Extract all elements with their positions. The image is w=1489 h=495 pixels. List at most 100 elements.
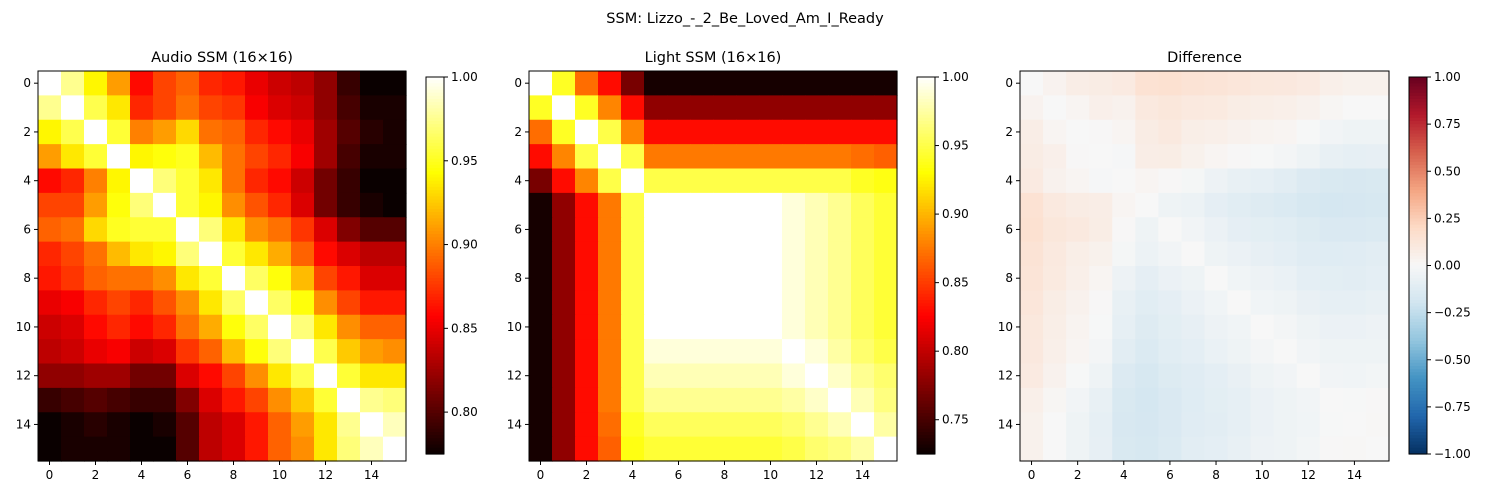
heatmap-cell [759,436,783,462]
heatmap-cell [291,192,315,218]
heatmap-cell [736,192,760,218]
x-tick-label: 8 [721,468,729,482]
heatmap-cell [552,339,576,365]
heatmap-cell [61,119,85,145]
colorbar-band [1409,102,1427,106]
heatmap-cell [1319,71,1344,96]
heatmap-cell [268,387,292,413]
colorbar-tick-label: 0.25 [1434,211,1461,225]
heatmap-cell [360,412,384,438]
heatmap-cell [1181,241,1206,267]
heatmap-cell [851,339,875,365]
heatmap-cell [130,168,154,194]
heatmap-cell [268,168,292,194]
heatmap-cell [38,363,62,389]
heatmap-cell [736,144,760,170]
heatmap-cell [1135,387,1159,413]
y-tick-label: 2 [1005,125,1013,139]
colorbar-band [1409,252,1427,257]
x-tick-label: 14 [364,468,379,482]
heatmap-cell [291,71,315,96]
heatmap-cell [1112,192,1136,218]
heatmap-cell [1296,412,1321,438]
heatmap-cell [337,412,361,438]
heatmap-cell [713,363,737,389]
heatmap-cell [176,266,200,291]
colorbar-band [1409,450,1427,455]
heatmap-cell [314,119,338,145]
colorbar-band [1409,359,1427,364]
colorbar-tick-label: 0.80 [942,344,969,358]
colorbar-band [917,353,935,358]
x-tick-label: 8 [1212,468,1220,482]
heatmap-cell [1319,339,1344,365]
colorbar-band [1409,133,1427,138]
colorbar-band [1409,400,1427,405]
heatmap-cell [199,119,223,145]
heatmap-cell [1112,241,1136,267]
heatmap-cell [759,241,783,267]
colorbar-band [426,428,444,433]
heatmap-cell [575,339,599,365]
heatmap-cell [690,436,714,462]
heatmap-cell [1020,436,1044,462]
heatmap-cell [1296,436,1321,462]
heatmap-cell [1250,241,1275,267]
heatmap-cell [1365,192,1390,218]
heatmap-cell [667,412,691,438]
heatmap-cell [337,95,361,121]
heatmap-cell [245,387,269,413]
y-tick-label: 4 [23,174,31,188]
heatmap-cell [84,168,108,194]
colorbar-band [426,362,444,367]
x-tick-label: 0 [537,468,545,482]
colorbar-band [426,174,444,179]
heatmap-cell [1273,168,1298,194]
colorbar-band [917,237,935,241]
heatmap-cell [245,436,269,462]
colorbar-band [1409,369,1427,373]
heatmap-cell [805,412,829,438]
colorbar-band [426,265,444,270]
y-tick-label: 14 [507,417,522,431]
heatmap-cell [1158,217,1183,243]
heatmap-cell [552,217,576,243]
heatmap-cell [713,266,737,291]
heatmap-cell [130,217,154,243]
colorbar-band [1409,265,1427,270]
colorbar-band [426,281,444,285]
heatmap-cell [245,363,269,389]
y-tick-label: 10 [507,320,522,334]
colorbar-band [1409,230,1427,235]
colorbar-band [917,271,935,276]
colorbar-band [917,89,935,94]
heatmap-cell [268,119,292,145]
heatmap-cell [1204,436,1229,462]
heatmap-cell [575,363,599,389]
colorbar-band [1409,403,1427,408]
y-tick-label: 12 [507,369,522,383]
heatmap-cell [782,144,806,170]
heatmap-cell [61,314,85,340]
heatmap-cell [1296,217,1321,243]
heatmap-cell [383,290,407,316]
heatmap-cell [1158,290,1183,316]
heatmap-cell [1227,241,1252,267]
heatmap-cell [529,363,553,389]
heatmap-cell [575,314,599,340]
heatmap-cell [383,217,407,243]
colorbar-band [917,337,935,342]
colorbar-band [426,117,444,122]
colorbar-band [426,262,444,267]
colorbar-band [1409,287,1427,292]
heatmap-cell [1250,119,1275,145]
colorbar-band [1409,243,1427,248]
colorbar-band [426,114,444,119]
heatmap-cell [1066,217,1090,243]
heatmap-cell [874,339,898,365]
colorbar-band [1409,161,1427,166]
colorbar-band [1409,83,1427,88]
heatmap-cell [782,217,806,243]
heatmap-cell [736,168,760,194]
